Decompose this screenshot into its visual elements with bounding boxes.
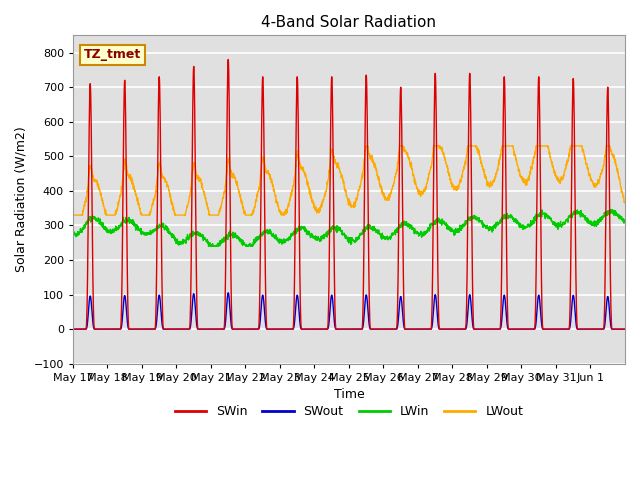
SWin [244, 326, 252, 332]
Line: LWout: LWout [73, 146, 625, 215]
LWout [515, 168, 523, 174]
LWin [515, 220, 523, 226]
SWout [225, 290, 232, 296]
SWout [382, 326, 390, 332]
LWout [362, 143, 370, 149]
SWout [621, 326, 628, 332]
SWout [613, 326, 621, 332]
SWin [382, 326, 390, 332]
SWin [621, 326, 628, 332]
SWout [69, 326, 77, 332]
LWin [244, 243, 252, 249]
SWin [515, 326, 523, 332]
SWin [613, 326, 621, 332]
LWout [613, 167, 621, 172]
LWout [124, 173, 132, 179]
LWin [124, 218, 132, 224]
Y-axis label: Solar Radiation (W/m2): Solar Radiation (W/m2) [15, 127, 28, 273]
LWin [538, 207, 546, 213]
Line: LWin: LWin [73, 210, 625, 246]
SWout [124, 324, 132, 330]
LWout [547, 155, 554, 160]
LWin [69, 230, 77, 236]
Text: TZ_tmet: TZ_tmet [84, 48, 141, 61]
SWin [547, 326, 554, 332]
SWin [225, 57, 232, 62]
X-axis label: Time: Time [333, 388, 364, 401]
Legend: SWin, SWout, LWin, LWout: SWin, SWout, LWin, LWout [170, 400, 529, 423]
Line: SWout: SWout [73, 293, 625, 329]
LWin [614, 212, 621, 218]
Title: 4-Band Solar Radiation: 4-Band Solar Radiation [262, 15, 436, 30]
LWin [547, 216, 554, 221]
LWin [205, 243, 212, 249]
SWout [244, 326, 252, 332]
LWout [621, 200, 628, 205]
LWout [69, 212, 77, 218]
LWin [382, 235, 390, 241]
SWout [515, 326, 523, 332]
LWin [621, 218, 628, 224]
SWout [547, 326, 554, 332]
Line: SWin: SWin [73, 60, 625, 329]
SWin [69, 326, 77, 332]
LWout [382, 196, 390, 202]
LWout [243, 212, 251, 218]
SWin [124, 312, 132, 318]
